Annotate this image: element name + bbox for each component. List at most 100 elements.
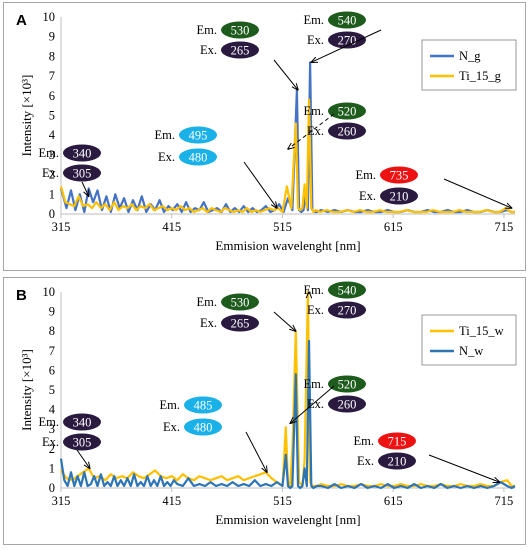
annotation-arrow xyxy=(428,454,499,482)
ex-pill xyxy=(328,301,366,319)
ex-label: Ex. xyxy=(163,420,180,434)
ex-value: 210 xyxy=(390,190,409,204)
ex-label: Ex. xyxy=(307,303,324,317)
annotation-arrow xyxy=(76,449,90,468)
legend-label: N_g xyxy=(459,49,481,63)
ex-pill xyxy=(378,452,416,470)
y-tick-label: 9 xyxy=(49,30,55,44)
annotation: Em. 495 Ex. 480 xyxy=(155,126,277,209)
y-tick-label: 1 xyxy=(49,461,55,475)
em-label: Em. xyxy=(155,128,175,142)
em-label: Em. xyxy=(304,283,324,297)
ex-pill xyxy=(328,395,366,413)
ex-label: Ex. xyxy=(200,43,217,57)
chart-panel-b: B 0 1 2 3 4 5 6 7 8 9 10 315 415 515 615 715 Emmision wav… xyxy=(3,277,526,545)
ex-value: 305 xyxy=(73,436,92,450)
y-tick-label: 3 xyxy=(49,148,55,162)
ex-label: Ex. xyxy=(307,124,324,138)
x-tick-label: 415 xyxy=(162,220,181,234)
em-value: 340 xyxy=(73,147,92,161)
ex-value: 480 xyxy=(189,151,208,165)
y-tick-label: 4 xyxy=(49,128,56,142)
legend-label: N_w xyxy=(459,344,483,358)
y-axis-title: Intensity [×10³] xyxy=(19,75,34,157)
em-value: 530 xyxy=(231,24,250,38)
em-value: 540 xyxy=(338,284,357,298)
y-tick-label: 5 xyxy=(49,383,55,397)
em-label: Em. xyxy=(304,377,324,391)
panel-label: B xyxy=(16,287,27,304)
em-label: Em. xyxy=(160,398,180,412)
em-pill xyxy=(63,144,101,162)
y-tick-label: 8 xyxy=(49,49,55,63)
annotation: Em. 485 Ex. 480 xyxy=(160,396,267,473)
annotation-arrow xyxy=(290,385,335,423)
y-tick-label: 5 xyxy=(49,109,55,123)
y-tick-label: 10 xyxy=(43,10,56,24)
ex-pill xyxy=(328,31,366,49)
annotation-arrow xyxy=(311,29,382,62)
em-value: 495 xyxy=(189,129,208,143)
em-pill xyxy=(328,375,366,393)
y-tick-label: 0 xyxy=(49,481,55,495)
ex-pill xyxy=(63,164,101,182)
legend-box xyxy=(421,39,517,91)
y-axis-title: Intensity [×10³] xyxy=(19,349,34,431)
series-line-n-w xyxy=(59,339,516,490)
em-pill xyxy=(328,11,366,29)
em-pill xyxy=(221,21,259,39)
em-value: 735 xyxy=(390,169,409,183)
annotation: Em. 340 Ex. 305 xyxy=(39,413,101,469)
x-tick-label: 715 xyxy=(495,494,514,508)
chart-a-svg: A 0 1 2 3 4 5 6 7 8 9 10 315 415 515 615 715 Emmision wav… xyxy=(16,10,517,253)
y-tick-label: 8 xyxy=(49,324,55,338)
y-tick-label: 2 xyxy=(49,442,55,456)
y-tick-label: 4 xyxy=(49,403,56,417)
em-pill xyxy=(380,166,418,184)
x-tick-label: 615 xyxy=(384,220,403,234)
annotation-arrow xyxy=(288,113,335,149)
ex-label: Ex. xyxy=(42,166,59,180)
y-tick-label: 6 xyxy=(49,89,55,103)
ex-value: 265 xyxy=(231,44,250,58)
em-label: Em. xyxy=(197,23,217,37)
legend-label: Ti_15_g xyxy=(459,69,502,83)
x-tick-label: 715 xyxy=(495,220,514,234)
annotation-arrow xyxy=(243,161,277,208)
ex-pill xyxy=(63,433,101,451)
ex-pill xyxy=(380,187,418,205)
em-label: Em. xyxy=(304,13,324,27)
annotation: Em. 530 Ex. 265 xyxy=(197,21,298,90)
ex-pill xyxy=(221,41,259,59)
x-tick-label: 415 xyxy=(162,494,181,508)
em-value: 540 xyxy=(338,14,357,28)
annotation-arrow xyxy=(245,431,267,472)
x-axis-title: Emmision wavelenght [nm] xyxy=(215,512,360,527)
em-value: 530 xyxy=(231,296,250,310)
em-label: Em. xyxy=(354,434,374,448)
x-tick-label: 315 xyxy=(52,494,71,508)
em-label: Em. xyxy=(39,146,59,160)
y-tick-label: 10 xyxy=(43,285,56,299)
annotation-arrow xyxy=(443,178,512,208)
ex-value: 305 xyxy=(73,167,92,181)
em-pill xyxy=(221,293,259,311)
y-tick-label: 7 xyxy=(49,69,55,83)
ex-label: Ex. xyxy=(307,33,324,47)
em-pill xyxy=(328,281,366,299)
legend-box xyxy=(421,314,517,366)
annotation: Em. 540 Ex. 270 xyxy=(304,281,366,319)
ex-label: Ex. xyxy=(307,397,324,411)
annotation-arrow xyxy=(273,311,296,331)
legend-label: Ti_15_w xyxy=(459,324,504,338)
em-label: Em. xyxy=(39,415,59,429)
y-tick-label: 1 xyxy=(49,187,55,201)
ex-label: Ex. xyxy=(158,150,175,164)
x-axis-title: Emmision wavelenght [nm] xyxy=(215,238,360,253)
annotation-arrow xyxy=(81,181,89,196)
em-label: Em. xyxy=(304,104,324,118)
em-pill xyxy=(184,396,222,414)
ex-value: 270 xyxy=(338,304,357,318)
ex-pill xyxy=(221,314,259,332)
